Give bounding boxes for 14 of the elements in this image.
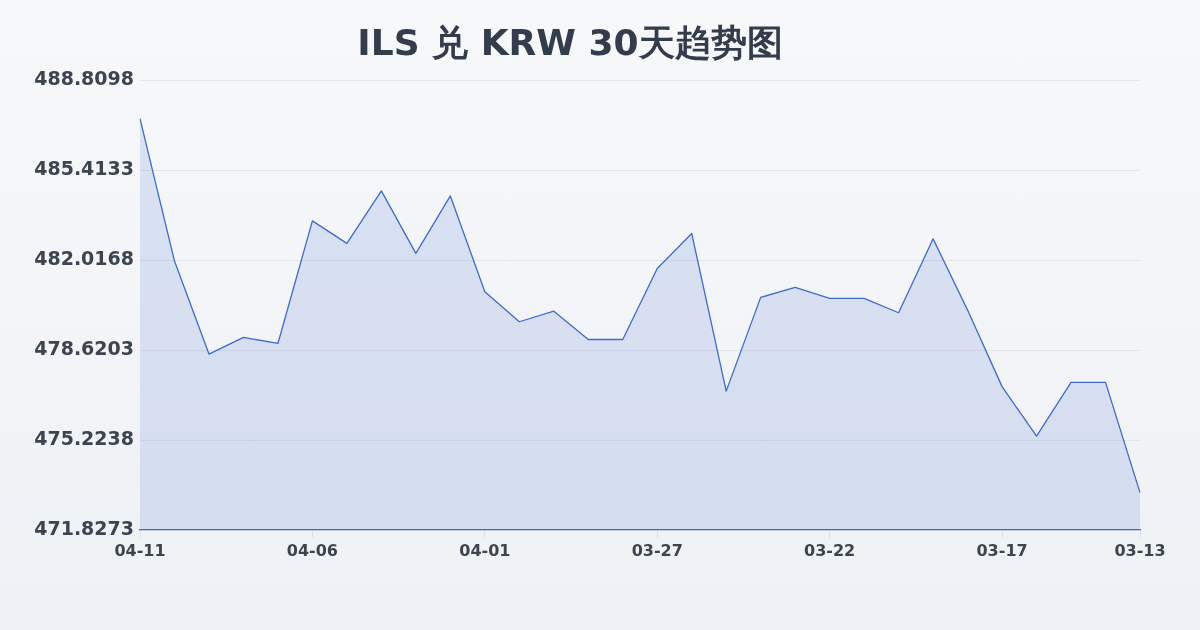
x-tick-label: 04-06 bbox=[286, 540, 338, 560]
y-tick-label: 482.0168 bbox=[34, 247, 134, 270]
y-tick-label: 478.6203 bbox=[34, 337, 134, 360]
x-tick-label: 03-17 bbox=[976, 540, 1028, 560]
y-tick-label: 475.2238 bbox=[34, 426, 134, 449]
y-tick-label: 485.4133 bbox=[34, 157, 134, 180]
y-tick-label: 488.8098 bbox=[34, 67, 134, 90]
y-tick-label: 471.8273 bbox=[34, 516, 134, 539]
chart-title: ILS 兑 KRW 30天趋势图 bbox=[357, 21, 783, 63]
x-tick-label: 03-13 bbox=[1114, 540, 1166, 560]
x-tick-label: 03-22 bbox=[804, 540, 856, 560]
x-tick-label: 04-01 bbox=[459, 540, 511, 560]
x-tick-label: 03-27 bbox=[631, 540, 683, 560]
x-tick-label: 04-11 bbox=[114, 540, 166, 560]
